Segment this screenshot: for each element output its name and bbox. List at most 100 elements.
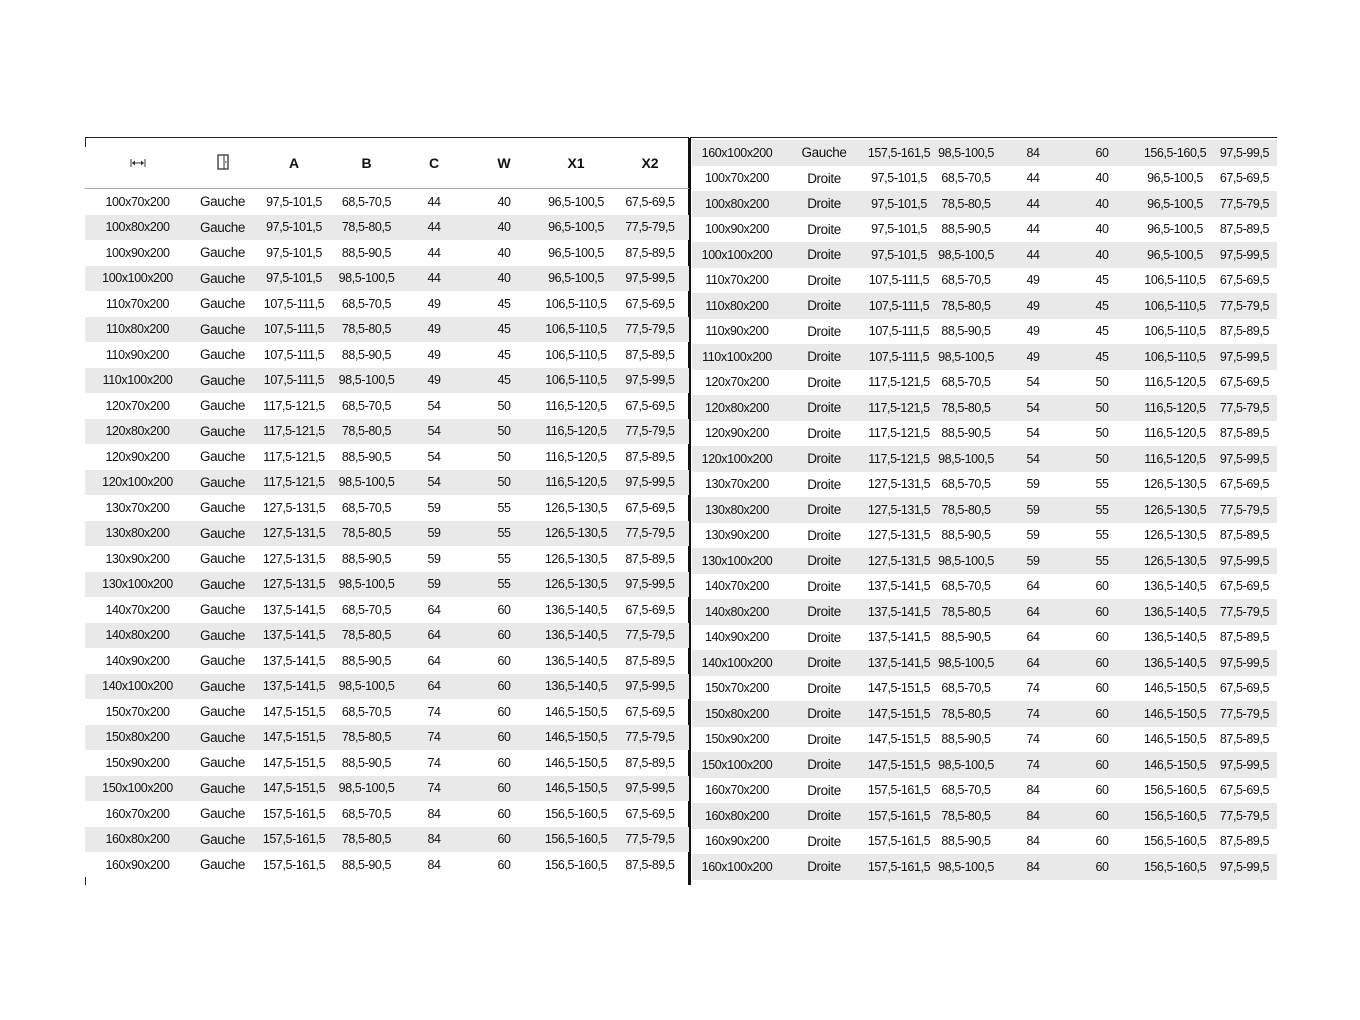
cell-side: Droite: [807, 757, 841, 773]
cell-side: Droite: [807, 170, 841, 186]
cell-x1: 136,5-140,5: [1143, 630, 1207, 645]
cell-a: 147,5-151,5: [867, 757, 931, 772]
cell-c: 44: [427, 245, 441, 260]
cell-side: Droite: [807, 527, 841, 543]
cell-x1: 106,5-110,5: [545, 347, 607, 362]
cell-b: 98,5-100,5: [938, 451, 994, 466]
cell-x1: 126,5-130,5: [1143, 502, 1207, 517]
cell-c: 74: [1026, 706, 1040, 721]
cell-w: 60: [1095, 757, 1109, 772]
cell-a: 117,5-121,5: [263, 475, 325, 490]
cell-side: Gauche: [200, 423, 245, 439]
cell-x2: 87,5-89,5: [1219, 324, 1270, 339]
cell-w: 60: [497, 857, 511, 872]
cell-dimension: 150x70x200: [704, 681, 770, 696]
table-row: 130x80x200 Gauche 127,5-131,5 78,5-80,5 59 55…: [85, 520, 689, 546]
cell-c: 64: [1026, 604, 1040, 619]
cell-w: 60: [1095, 834, 1109, 849]
table-row: 130x100x200 Droite 127,5-131,5 98,5-100,5 59…: [692, 548, 1277, 574]
cell-x1: 146,5-150,5: [1143, 732, 1207, 747]
cell-dimension: 140x100x200: [102, 679, 173, 694]
cell-x1: 116,5-120,5: [545, 475, 607, 490]
cell-dimension: 140x70x200: [105, 602, 170, 617]
cell-b: 68,5-70,5: [941, 477, 991, 492]
cell-x1: 136,5-140,5: [544, 602, 608, 617]
cell-x2: 77,5-79,5: [625, 628, 675, 643]
cell-w: 40: [497, 194, 511, 209]
cell-a: 117,5-121,5: [263, 398, 325, 413]
cell-c: 64: [427, 653, 441, 668]
cell-b: 88,5-90,5: [341, 653, 392, 668]
cell-x1: 156,5-160,5: [544, 857, 608, 872]
cell-side: Gauche: [200, 729, 245, 745]
cell-c: 74: [1026, 757, 1040, 772]
cell-w: 60: [1095, 604, 1109, 619]
cell-x2: 97,5-99,5: [1219, 859, 1270, 874]
cell-c: 84: [1026, 783, 1040, 798]
cell-b: 68,5-70,5: [341, 806, 392, 821]
cell-dimension: 100x100x200: [701, 247, 773, 262]
cell-c: 84: [427, 857, 441, 872]
cell-x2: 67,5-69,5: [625, 806, 675, 821]
cell-w: 50: [1095, 400, 1109, 415]
cell-c: 54: [1026, 400, 1040, 415]
cell-dimension: 110x70x200: [705, 273, 769, 288]
cell-x1: 146,5-150,5: [1143, 681, 1207, 696]
cell-c: 74: [427, 704, 441, 719]
cell-x2: 87,5-89,5: [1219, 834, 1270, 849]
cell-b: 88,5-90,5: [341, 347, 392, 362]
cell-x2: 97,5-99,5: [1219, 349, 1270, 364]
cell-x1: 146,5-150,5: [544, 781, 608, 796]
cell-x1: 146,5-150,5: [1143, 757, 1207, 772]
cell-w: 40: [1095, 196, 1109, 211]
cell-dimension: 160x90x200: [105, 857, 170, 872]
cell-b: 88,5-90,5: [941, 630, 991, 645]
cell-x1: 126,5-130,5: [544, 551, 608, 566]
table-row: 130x70x200 Gauche 127,5-131,5 68,5-70,5 59 55…: [85, 495, 689, 521]
cell-w: 60: [1095, 783, 1109, 798]
cell-side: Gauche: [200, 474, 245, 490]
cell-b: 68,5-70,5: [341, 296, 392, 311]
cell-w: 55: [1095, 528, 1109, 543]
cell-a: 97,5-101,5: [266, 220, 322, 235]
cell-w: 55: [497, 526, 511, 541]
cell-x2: 97,5-99,5: [1219, 451, 1270, 466]
cell-x1: 126,5-130,5: [1143, 553, 1207, 568]
cell-side: Droite: [807, 553, 841, 569]
cell-dimension: 160x70x200: [704, 783, 770, 798]
column-divider: [688, 138, 691, 885]
column-header-x2: X2: [641, 155, 659, 171]
cell-c: 54: [1026, 426, 1040, 441]
cell-side: Droite: [807, 349, 841, 365]
cell-w: 60: [497, 806, 511, 821]
column-header-w: W: [497, 155, 511, 171]
cell-w: 60: [497, 628, 511, 643]
door-icon: [190, 153, 255, 173]
cell-dimension: 140x80x200: [105, 628, 170, 643]
cell-side: Gauche: [200, 321, 245, 337]
table-row: 140x90x200 Gauche 137,5-141,5 88,5-90,5 64 60…: [85, 648, 689, 674]
cell-c: 84: [427, 832, 441, 847]
cell-w: 60: [497, 704, 511, 719]
table-row: 140x70x200 Droite 137,5-141,5 68,5-70,5 64 60…: [692, 574, 1277, 600]
cell-w: 40: [1095, 222, 1109, 237]
table-row: 100x90x200 Droite 97,5-101,5 88,5-90,5 44 40 9…: [692, 217, 1277, 243]
cell-dimension: 130x70x200: [704, 477, 770, 492]
cell-c: 74: [1026, 681, 1040, 696]
cell-side: Gauche: [200, 296, 245, 312]
table-row: 100x80x200 Gauche 97,5-101,5 78,5-80,5 44 40 9…: [85, 214, 689, 240]
cell-x2: 67,5-69,5: [625, 194, 675, 209]
cell-x2: 87,5-89,5: [625, 245, 675, 260]
cell-c: 59: [427, 551, 441, 566]
cell-x1: 156,5-160,5: [1143, 145, 1207, 160]
cell-side: Droite: [807, 859, 841, 875]
cell-x2: 77,5-79,5: [1219, 400, 1270, 415]
cell-b: 88,5-90,5: [341, 245, 392, 260]
cell-w: 55: [497, 551, 511, 566]
cell-a: 117,5-121,5: [868, 400, 930, 415]
cell-w: 60: [1095, 145, 1109, 160]
cell-side: Droite: [807, 400, 841, 416]
cell-c: 49: [1026, 298, 1040, 313]
cell-b: 78,5-80,5: [941, 706, 991, 721]
cell-a: 97,5-101,5: [871, 171, 927, 186]
